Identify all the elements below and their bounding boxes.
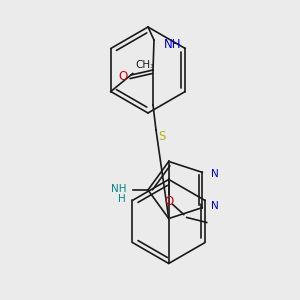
Text: CH₃: CH₃ bbox=[136, 61, 155, 70]
Text: NH: NH bbox=[110, 184, 126, 194]
Text: S: S bbox=[158, 130, 166, 143]
Text: O: O bbox=[164, 195, 173, 208]
Text: H: H bbox=[118, 194, 126, 204]
Text: N: N bbox=[211, 169, 219, 179]
Text: N: N bbox=[211, 201, 219, 211]
Text: O: O bbox=[118, 70, 127, 83]
Text: NH: NH bbox=[164, 38, 182, 52]
